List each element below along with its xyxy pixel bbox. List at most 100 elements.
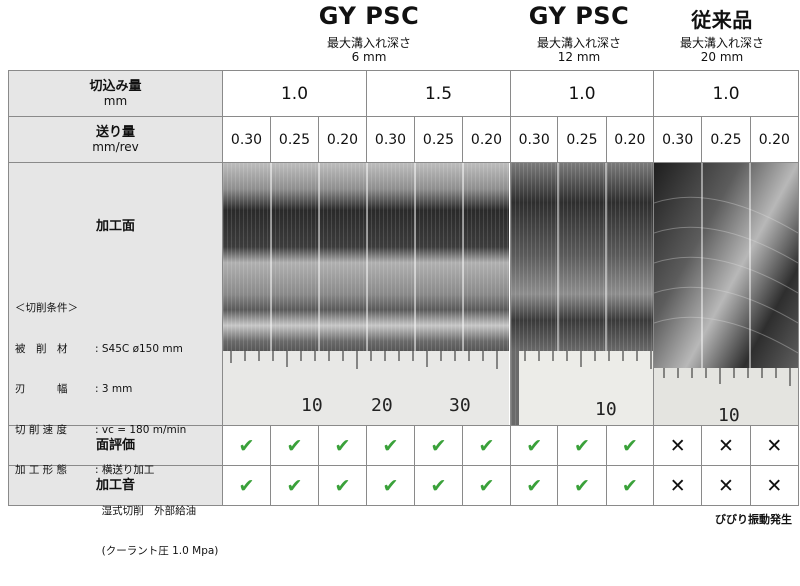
max-groove-value: 6 mm bbox=[351, 50, 387, 64]
sound-mark: ✔ bbox=[270, 465, 319, 506]
evaluation-mark: ✔ bbox=[318, 425, 367, 466]
chatter-footnote: びびり振動発生 bbox=[715, 513, 792, 526]
max-groove-value: 20 mm bbox=[700, 50, 744, 64]
evaluation-label: 面評価 bbox=[8, 425, 223, 466]
depth-label: 切込み量 bbox=[89, 78, 142, 94]
surface-label: 加工面 bbox=[95, 219, 135, 234]
group-title-gy-psc-6: GY PSC bbox=[318, 2, 420, 30]
condition-value: : S45C ø150 mm bbox=[95, 342, 183, 355]
group-sub-conventional: 最大溝入れ深さ 20 mm bbox=[650, 36, 794, 64]
ruler bbox=[519, 351, 653, 425]
evaluation-mark: ✔ bbox=[557, 425, 607, 466]
conditions-heading: ＜切削条件＞ bbox=[15, 302, 78, 314]
evaluation-mark: ✔ bbox=[414, 425, 463, 466]
sound-mark: ✔ bbox=[509, 465, 559, 506]
comparison-table: 切込み量 mm 1.0 1.5 1.0 1.0 送り量 mm/rev 0.30 … bbox=[8, 70, 800, 557]
feed-label: 送り量 bbox=[95, 124, 135, 140]
evaluation-mark: ✔ bbox=[222, 425, 271, 466]
surface-label-cell: 加工面 ＜切削条件＞ 被 削 材 : S45C ø150 mm 刃 幅 : 3 mm… bbox=[8, 162, 223, 557]
sound-label: 加工音 bbox=[8, 465, 223, 506]
depth-value: 1.0 bbox=[510, 70, 654, 117]
max-groove-label: 最大溝入れ深さ bbox=[536, 36, 621, 50]
depth-unit: mm bbox=[103, 93, 128, 108]
condition-line: 被 削 材 : S45C ø150 mm bbox=[15, 343, 218, 357]
condition-key: 刃 幅 bbox=[15, 383, 68, 395]
feed-value: 0.20 bbox=[462, 116, 511, 163]
feed-unit: mm/rev bbox=[92, 139, 139, 154]
feed-value: 0.30 bbox=[222, 116, 271, 163]
sound-mark: ✔ bbox=[414, 465, 463, 506]
max-groove-value: 12 mm bbox=[557, 50, 601, 64]
feed-value: 0.25 bbox=[557, 116, 607, 163]
ruler-number: 30 bbox=[449, 395, 471, 416]
sound-mark: ✕ bbox=[701, 465, 751, 506]
feed-value: 0.25 bbox=[701, 116, 751, 163]
condition-line: 刃 幅 : 3 mm bbox=[15, 383, 218, 397]
ruler-number: 10 bbox=[301, 395, 323, 416]
group-sub-gy-psc-12: 最大溝入れ深さ 12 mm bbox=[508, 36, 650, 64]
feed-label-cell: 送り量 mm/rev bbox=[8, 116, 223, 163]
feed-value: 0.20 bbox=[318, 116, 367, 163]
surface-photo-conventional: 10 bbox=[654, 163, 798, 425]
surface-photo-gy-psc-12: 10 bbox=[511, 163, 653, 425]
depth-label-cell: 切込み量 mm bbox=[8, 70, 223, 117]
condition-value: : 3 mm bbox=[95, 383, 133, 395]
condition-value: (クーラント圧 1.0 Mpa) bbox=[95, 545, 219, 557]
evaluation-mark: ✔ bbox=[605, 425, 655, 466]
condition-value: : 横送り加工 bbox=[95, 464, 155, 476]
evaluation-mark: ✔ bbox=[366, 425, 415, 466]
evaluation-mark: ✕ bbox=[652, 425, 703, 466]
depth-row: 切込み量 mm 1.0 1.5 1.0 1.0 bbox=[8, 70, 799, 117]
sound-mark: ✔ bbox=[366, 465, 415, 506]
feed-value: 0.30 bbox=[509, 116, 559, 163]
feed-value: 0.30 bbox=[652, 116, 703, 163]
condition-key bbox=[15, 505, 95, 519]
sound-mark: ✔ bbox=[318, 465, 367, 506]
condition-line: (クーラント圧 1.0 Mpa) bbox=[15, 545, 219, 559]
evaluation-mark: ✔ bbox=[270, 425, 319, 466]
feed-value: 0.20 bbox=[749, 116, 800, 163]
group-sub-gy-psc-6: 最大溝入れ深さ 6 mm bbox=[234, 36, 504, 64]
condition-key: 加 工 形 態 bbox=[15, 464, 68, 476]
condition-key: 切 削 速 度 bbox=[15, 423, 68, 436]
ruler-number: 20 bbox=[371, 395, 393, 416]
sound-mark: ✔ bbox=[462, 465, 511, 506]
feed-value: 0.25 bbox=[414, 116, 463, 163]
condition-line: 加 工 形 態 : 横送り加工 bbox=[15, 464, 218, 478]
group-title-conventional: 従来品 bbox=[691, 8, 753, 32]
evaluation-mark: ✔ bbox=[462, 425, 511, 466]
sound-mark: ✕ bbox=[652, 465, 703, 506]
condition-key bbox=[15, 545, 95, 559]
ruler-number: 10 bbox=[595, 399, 617, 420]
feed-row: 送り量 mm/rev 0.30 0.25 0.20 0.30 0.25 0.20… bbox=[8, 116, 800, 163]
surface-row: 加工面 ＜切削条件＞ 被 削 材 : S45C ø150 mm 刃 幅 : 3 mm… bbox=[8, 162, 799, 557]
depth-value: 1.5 bbox=[366, 70, 511, 117]
ruler bbox=[223, 351, 509, 425]
condition-line: 切 削 速 度 : vc = 180 m/min bbox=[15, 424, 218, 438]
evaluation-mark: ✔ bbox=[509, 425, 559, 466]
sound-mark: ✔ bbox=[222, 465, 271, 506]
depth-value: 1.0 bbox=[653, 70, 799, 117]
feed-value: 0.30 bbox=[366, 116, 415, 163]
condition-value: : vc = 180 m/min bbox=[95, 423, 187, 436]
evaluation-mark: ✕ bbox=[749, 425, 800, 466]
surface-photo-cell-a: 10 20 30 bbox=[222, 162, 511, 426]
sound-mark: ✕ bbox=[749, 465, 800, 506]
depth-value: 1.0 bbox=[222, 70, 367, 117]
surface-photo-cell-b: 10 bbox=[510, 162, 654, 426]
max-groove-label: 最大溝入れ深さ bbox=[326, 36, 411, 50]
evaluation-mark: ✕ bbox=[701, 425, 751, 466]
condition-key: 被 削 材 bbox=[15, 342, 68, 355]
condition-value: 湿式切削 外部給油 bbox=[95, 504, 197, 517]
sound-mark: ✔ bbox=[557, 465, 607, 506]
sound-row: 加工音 ✔ ✔ ✔ ✔ ✔ ✔ ✔ ✔ ✔ ✕ ✕ ✕ bbox=[8, 465, 800, 506]
cutting-conditions: ＜切削条件＞ 被 削 材 : S45C ø150 mm 刃 幅 : 3 mm 切 削… bbox=[15, 275, 218, 586]
surface-photo-gy-psc-6: 10 20 30 bbox=[223, 163, 509, 425]
evaluation-row: 面評価 ✔ ✔ ✔ ✔ ✔ ✔ ✔ ✔ ✔ ✕ ✕ ✕ bbox=[8, 425, 800, 466]
sound-mark: ✔ bbox=[605, 465, 655, 506]
condition-line: 湿式切削 外部給油 bbox=[15, 505, 218, 519]
feed-value: 0.25 bbox=[270, 116, 319, 163]
group-title-gy-psc-12: GY PSC bbox=[528, 2, 630, 30]
max-groove-label: 最大溝入れ深さ bbox=[679, 36, 764, 50]
feed-value: 0.20 bbox=[605, 116, 655, 163]
